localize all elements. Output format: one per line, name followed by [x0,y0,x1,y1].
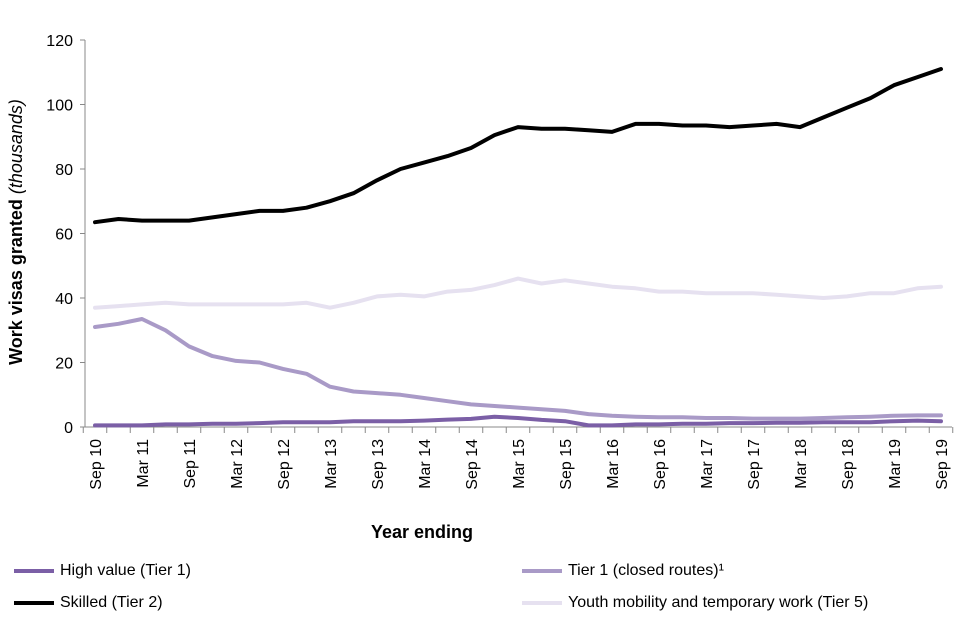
legend-swatch-tier1-closed [522,569,562,573]
x-tick-label: Mar 11 [135,439,152,488]
x-axis-title: Year ending [371,522,473,542]
x-tick-label: Sep 15 [558,439,575,490]
y-tick-label: 0 [64,420,73,437]
x-tick-label: Sep 11 [182,439,199,489]
legend-label-youth-mobility: Youth mobility and temporary work (Tier … [568,594,869,611]
legend-label-skilled: Skilled (Tier 2) [60,594,163,611]
legend: High value (Tier 1) Tier 1 (closed route… [0,556,960,626]
x-tick-label: Mar 16 [605,439,622,489]
legend-item-skilled: Skilled (Tier 2) [14,590,163,616]
y-tick-label: 20 [55,356,73,373]
x-tick-label: Sep 10 [88,439,105,490]
legend-label-high-value: High value (Tier 1) [60,562,192,579]
y-tick-label: 60 [55,227,73,244]
line-chart: 0 20 40 60 80 100 120 Sep 10 Mar 11 Sep 11 Mar 12… [6,33,954,542]
legend-label-tier1-closed: Tier 1 (closed routes)¹ [568,562,724,579]
series-lines [93,67,943,428]
series-line-2 [93,67,943,225]
legend-item-high-value: High value (Tier 1) [14,558,191,584]
legend-item-tier1-closed: Tier 1 (closed routes)¹ [522,558,724,584]
y-tick-label: 120 [46,33,73,50]
y-axis-title: Work visas granted (thousands) [6,99,26,365]
x-tick-label: Sep 19 [934,439,951,490]
x-tick-label: Mar 15 [511,439,528,489]
legend-swatch-skilled [14,601,54,605]
x-tick-label: Mar 19 [887,439,904,489]
series-line-3 [93,276,943,310]
x-axis: Sep 10 Mar 11 Sep 11 Mar 12 Sep 12 Mar 13 Sep … [82,426,954,490]
y-axis-title-unit: (thousands) [6,99,26,194]
x-tick-label: Sep 16 [652,439,669,490]
y-tick-label: 80 [55,162,73,179]
x-tick-label: Mar 12 [229,439,246,489]
y-axis-title-main: Work visas granted [6,199,26,365]
series-line-0 [93,414,943,428]
legend-swatch-high-value [14,569,54,573]
x-tick-label: Mar 17 [699,439,716,489]
x-tick-label: Mar 18 [793,439,810,489]
y-tick-label: 40 [55,291,73,308]
y-tick-label: 100 [46,98,73,115]
x-tick-label: Sep 14 [464,439,481,490]
x-tick-label: Sep 17 [746,439,763,490]
x-tick-label: Sep 13 [370,439,387,490]
legend-swatch-youth-mobility [522,601,562,605]
x-tick-label: Mar 14 [417,439,434,489]
x-tick-label: Sep 12 [276,439,293,490]
x-tick-label: Mar 13 [323,439,340,489]
x-tick-label: Sep 18 [840,439,857,490]
y-axis: 0 20 40 60 80 100 120 [46,33,86,437]
series-line-1 [93,317,943,421]
legend-item-youth-mobility: Youth mobility and temporary work (Tier … [522,590,868,616]
